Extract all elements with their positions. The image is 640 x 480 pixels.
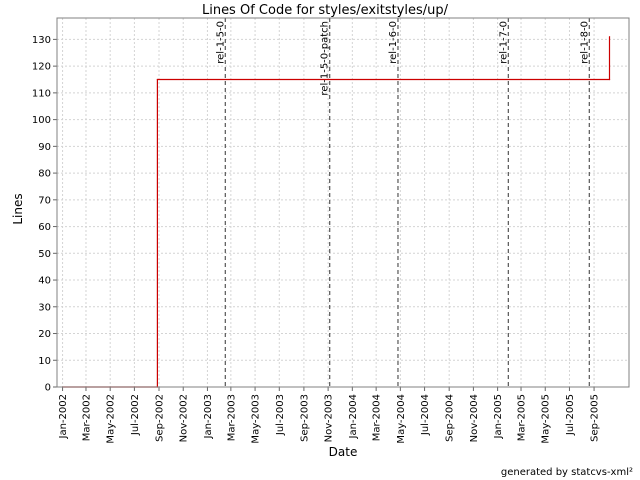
y-tick-label: 120	[32, 62, 51, 73]
y-tick-label: 40	[38, 276, 51, 287]
x-tick-label: Nov-2004	[469, 394, 480, 442]
x-tick-label: Mar-2004	[372, 394, 383, 441]
x-tick-label: Mar-2002	[81, 394, 92, 441]
y-tick-label: 110	[32, 88, 51, 99]
y-tick-label: 60	[38, 222, 51, 233]
y-tick-label: 80	[38, 169, 51, 180]
x-tick-label: May-2005	[541, 394, 552, 444]
x-tick-label: Jan-2004	[348, 394, 359, 439]
x-tick-label: Jul-2005	[565, 394, 576, 436]
release-marker-label: rel-1-5-0-patch	[320, 21, 331, 96]
x-tick-label: Nov-2003	[324, 394, 335, 442]
release-marker-label: rel-1-5-0	[215, 21, 226, 64]
y-tick-label: 50	[38, 249, 51, 260]
x-tick-label: Jan-2005	[493, 394, 504, 439]
loc-data-point	[156, 78, 159, 81]
x-tick-label: Mar-2003	[226, 394, 237, 441]
generated-by-footer: generated by statcvs-xml²	[501, 467, 633, 478]
y-tick-label: 130	[32, 35, 51, 46]
plot-border	[56, 17, 630, 388]
loc-data-point	[608, 78, 611, 81]
loc-data-point	[608, 36, 611, 38]
y-tick-label: 30	[38, 302, 51, 313]
y-axis-label: Lines	[11, 193, 25, 224]
y-tick-label: 10	[38, 356, 51, 367]
release-marker-label: rel-1-8-0	[579, 21, 590, 64]
x-tick-label: Jul-2003	[275, 394, 286, 436]
y-tick-label: 100	[32, 115, 51, 126]
x-tick-label: Sep-2003	[299, 394, 310, 442]
x-tick-label: Jan-2002	[58, 394, 69, 439]
x-tick-label: Jul-2004	[420, 394, 431, 436]
x-tick-label: Nov-2002	[179, 394, 190, 442]
x-tick-label: May-2003	[251, 394, 262, 444]
release-marker-label: rel-1-6-0	[388, 21, 399, 64]
x-tick-label: Sep-2002	[155, 394, 166, 442]
x-tick-label: Sep-2005	[590, 394, 601, 442]
y-tick-label: 0	[45, 383, 51, 394]
x-tick-label: May-2002	[106, 394, 117, 444]
x-tick-label: May-2004	[396, 394, 407, 444]
x-axis-label: Date	[329, 445, 358, 459]
x-tick-label: Mar-2005	[517, 394, 528, 441]
chart-title: Lines Of Code for styles/exitstyles/up/	[202, 3, 449, 18]
x-tick-label: Jul-2002	[130, 394, 141, 436]
x-tick-label: Sep-2004	[445, 394, 456, 442]
plot-area	[57, 18, 629, 387]
y-tick-label: 70	[38, 195, 51, 206]
y-tick-label: 20	[38, 329, 51, 340]
y-tick-label: 90	[38, 142, 51, 153]
release-marker-label: rel-1-7-0	[498, 21, 509, 64]
x-tick-label: Jan-2003	[203, 394, 214, 439]
